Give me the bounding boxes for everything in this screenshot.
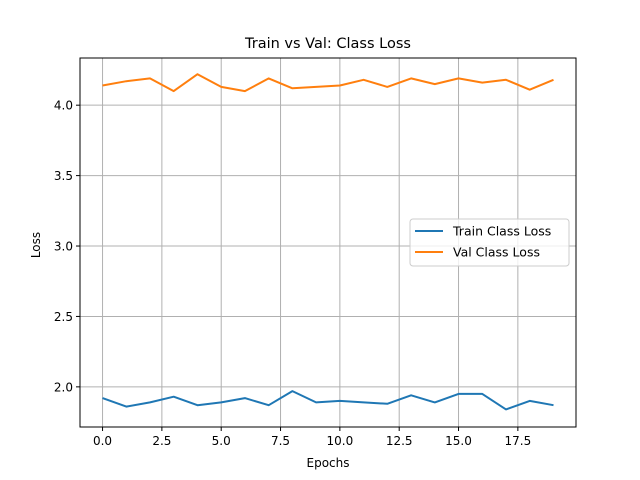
val-class-loss-point bbox=[149, 77, 151, 79]
y-tick-label: 3.0 bbox=[54, 240, 73, 254]
train-class-loss-point bbox=[125, 406, 127, 408]
train-class-loss-point bbox=[196, 404, 198, 406]
y-axis: 2.0 2.5 3.0 3.5 4.0 bbox=[54, 99, 80, 394]
val-class-loss-point bbox=[434, 83, 436, 85]
val-class-loss-line bbox=[102, 73, 554, 93]
train-class-loss-point bbox=[363, 401, 365, 403]
legend-box bbox=[409, 218, 570, 267]
train-class-loss-point bbox=[102, 397, 104, 399]
x-axis: 0.0 2.5 5.0 7.5 10.0 12.5 15.0 17.5 bbox=[93, 427, 531, 448]
val-class-loss-point bbox=[363, 79, 365, 81]
val-class-loss-point bbox=[196, 73, 198, 75]
train-class-loss-point bbox=[244, 397, 246, 399]
val-class-loss-point bbox=[125, 80, 127, 82]
train-class-loss-point bbox=[410, 394, 412, 396]
train-class-loss-point bbox=[434, 401, 436, 403]
val-class-loss-point bbox=[458, 77, 460, 79]
x-tick-label: 2.5 bbox=[152, 434, 171, 448]
x-tick-label: 0.0 bbox=[93, 434, 112, 448]
val-class-loss-legend-label: Val Class Loss bbox=[453, 245, 540, 260]
val-class-loss-point bbox=[386, 86, 388, 88]
train-class-loss-point bbox=[291, 390, 293, 392]
x-tick-label: 10.0 bbox=[327, 434, 354, 448]
x-axis-title: Epochs bbox=[307, 456, 350, 470]
y-tick-label: 2.0 bbox=[54, 380, 73, 394]
train-class-loss-point bbox=[220, 401, 222, 403]
val-class-loss-point bbox=[291, 87, 293, 89]
y-tick-label: 4.0 bbox=[54, 99, 73, 113]
val-class-loss-point bbox=[410, 77, 412, 79]
y-tick-label: 3.5 bbox=[54, 169, 73, 183]
x-tick-label: 17.5 bbox=[504, 434, 531, 448]
train-class-loss-point bbox=[529, 400, 531, 402]
train-class-loss-point bbox=[552, 404, 554, 406]
val-class-loss-point bbox=[481, 82, 483, 84]
train-class-loss-point bbox=[481, 393, 483, 395]
train-class-loss-point bbox=[505, 408, 507, 410]
train-class-loss-point bbox=[339, 400, 341, 402]
val-class-loss-point bbox=[102, 84, 104, 86]
train-class-loss-point bbox=[458, 393, 460, 395]
val-class-loss-point bbox=[244, 90, 246, 92]
train-class-loss-point bbox=[268, 404, 270, 406]
train-class-loss-legend-label: Train Class Loss bbox=[452, 224, 551, 239]
legend: Train Class Loss Val Class Loss bbox=[409, 218, 570, 267]
val-class-loss-point bbox=[529, 89, 531, 91]
train-class-loss-point bbox=[386, 403, 388, 405]
x-tick-label: 7.5 bbox=[271, 434, 290, 448]
train-class-loss-point bbox=[149, 401, 151, 403]
val-class-loss-point bbox=[315, 86, 317, 88]
val-class-loss-point bbox=[220, 86, 222, 88]
plot-frame bbox=[79, 57, 577, 428]
val-class-loss-point bbox=[552, 79, 554, 81]
x-tick-label: 5.0 bbox=[212, 434, 231, 448]
val-class-loss-point bbox=[505, 79, 507, 81]
chart-title: Train vs Val: Class Loss bbox=[244, 36, 411, 52]
y-tick-label: 2.5 bbox=[54, 310, 73, 324]
x-tick-label: 12.5 bbox=[386, 434, 413, 448]
val-class-loss-point bbox=[173, 90, 175, 92]
train-class-loss-point bbox=[315, 401, 317, 403]
train-class-loss-line bbox=[102, 390, 554, 411]
val-class-loss-point bbox=[339, 84, 341, 86]
x-tick-label: 15.0 bbox=[445, 434, 472, 448]
y-axis-title: Loss bbox=[29, 232, 43, 258]
val-class-loss-point bbox=[268, 77, 270, 79]
train-class-loss-point bbox=[173, 396, 175, 398]
series-layer bbox=[102, 73, 554, 411]
